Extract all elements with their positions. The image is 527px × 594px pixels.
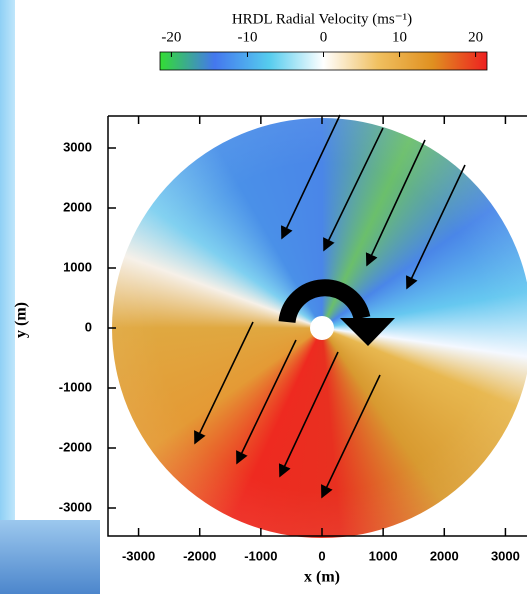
y-tick-label: 3000	[63, 139, 92, 154]
colorbar-tick-label: 0	[320, 29, 328, 45]
colorbar-tick-label: -10	[237, 29, 257, 45]
x-axis-label: x (m)	[304, 569, 340, 586]
colorbar-tick-label: 10	[392, 29, 407, 45]
y-tick-label: 0	[85, 319, 92, 334]
x-tick-label: -2000	[183, 548, 216, 563]
x-tick-label: 2000	[430, 548, 459, 563]
y-tick-label: -1000	[59, 379, 92, 394]
y-tick-label: 1000	[63, 259, 92, 274]
x-tick-label: 0	[318, 548, 325, 563]
y-tick-label: 2000	[63, 199, 92, 214]
chart-title: HRDL Radial Velocity (ms⁻¹)	[232, 11, 412, 27]
x-tick-label: -3000	[122, 548, 155, 563]
wind-arrows	[194, 114, 466, 499]
y-tick-label: -3000	[59, 499, 92, 514]
colorbar-tick-label: 20	[468, 29, 483, 45]
center-hole	[310, 316, 334, 340]
colorbar-tick-label: -20	[161, 29, 181, 45]
background-corner	[0, 520, 100, 594]
y-tick-label: -2000	[59, 439, 92, 454]
rotation-arrowhead	[340, 318, 395, 346]
rotation-arrow	[278, 279, 371, 324]
y-axis-label: y (m)	[13, 302, 30, 338]
x-tick-label: -1000	[244, 548, 277, 563]
x-tick-label: 3000	[491, 548, 520, 563]
x-tick-label: 1000	[369, 548, 398, 563]
axis-frame	[107, 115, 527, 537]
